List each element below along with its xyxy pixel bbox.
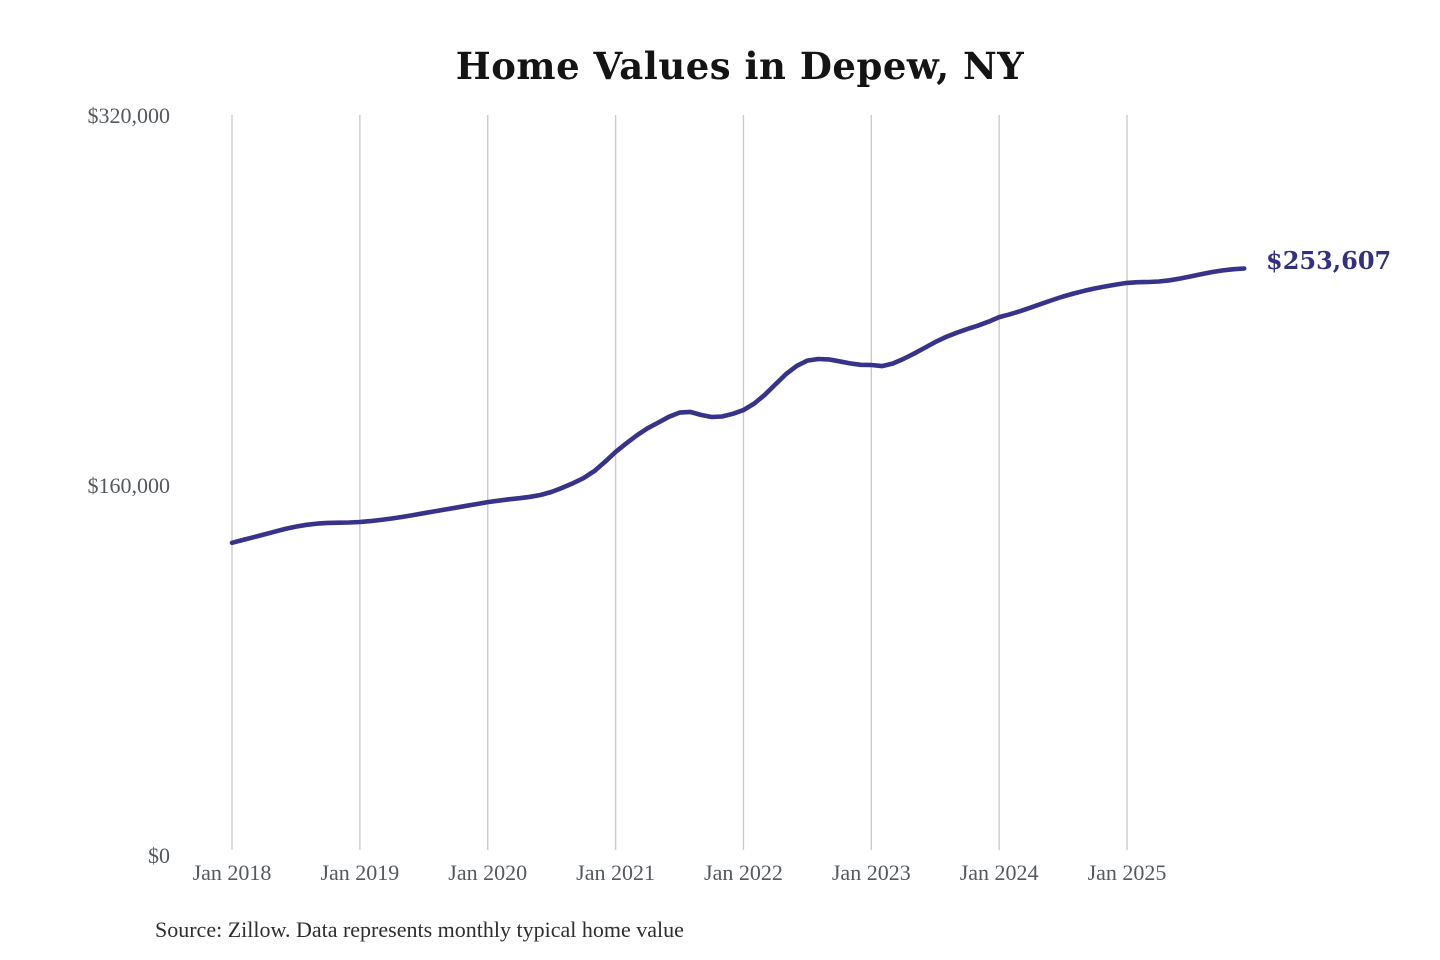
- x-tick-label: Jan 2019: [320, 860, 399, 885]
- home-value-line: [229, 266, 1247, 546]
- x-tick-label: Jan 2022: [704, 860, 783, 885]
- x-tick-label: Jan 2021: [576, 860, 655, 885]
- x-tick-label: Jan 2024: [960, 860, 1039, 885]
- y-tick-label: $0: [148, 843, 170, 868]
- x-tick-label: Jan 2018: [193, 860, 272, 885]
- y-tick-label: $320,000: [88, 103, 171, 128]
- latest-value-label: $253,607: [1266, 246, 1392, 275]
- chart-title: Home Values in Depew, NY: [455, 44, 1025, 88]
- source-note: Source: Zillow. Data represents monthly …: [155, 917, 684, 942]
- x-tick-label: Jan 2025: [1088, 860, 1167, 885]
- y-tick-label: $160,000: [88, 473, 171, 498]
- x-tick-label: Jan 2023: [832, 860, 911, 885]
- x-tick-label: Jan 2020: [448, 860, 527, 885]
